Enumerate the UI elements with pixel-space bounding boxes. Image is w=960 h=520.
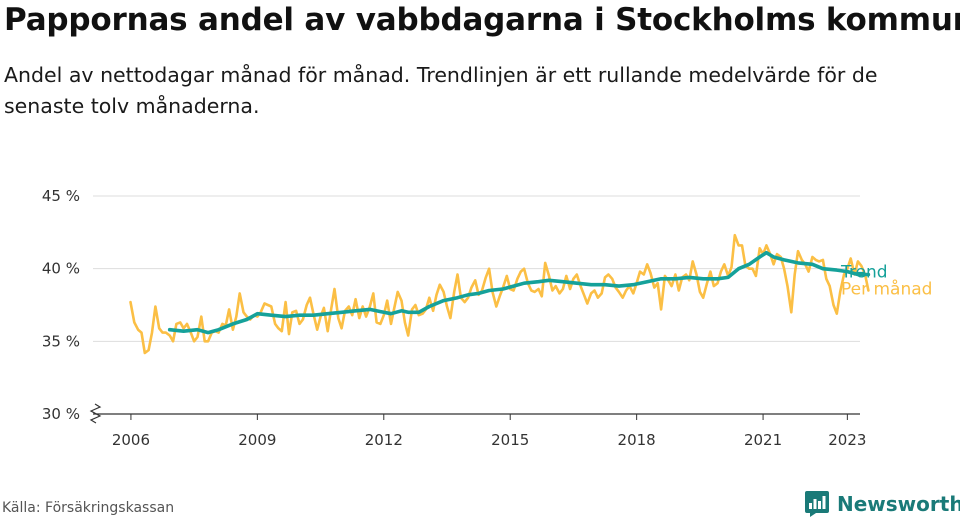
brand-name: Newsworthy — [837, 492, 960, 516]
source-note: Källa: Försäkringskassan — [2, 500, 175, 516]
x-tick-label: 2021 — [744, 431, 782, 449]
y-tick-label: 35 % — [42, 332, 80, 350]
chart-title: Pappornas andel av vabbdagarna i Stockho… — [4, 2, 960, 38]
series-lines — [129, 233, 871, 355]
x-tick-label: 2006 — [112, 431, 150, 449]
trend-line — [167, 250, 871, 335]
grid-lines — [93, 195, 860, 342]
x-tick-label: 2009 — [238, 431, 276, 449]
y-tick-label: 45 % — [42, 187, 80, 205]
newsworthy-bar-chart-icon — [805, 491, 829, 517]
x-tick-label: 2015 — [491, 431, 529, 449]
x-tick-label: 2023 — [828, 431, 866, 449]
brand-logo[interactable]: Newsworthy — [804, 490, 960, 518]
x-tick-label: 2012 — [365, 431, 403, 449]
axis-break-icon — [89, 403, 102, 424]
chart-subtitle: Andel av nettodagar månad för månad. Tre… — [4, 63, 878, 118]
legend-label-trend: Trend — [840, 262, 888, 282]
legend-label-monthly: Per månad — [841, 278, 932, 299]
y-tick-label: 40 % — [42, 260, 80, 278]
x-tick-label: 2018 — [618, 431, 656, 449]
monthly-line — [129, 233, 870, 355]
y-tick-label: 30 % — [42, 405, 80, 423]
axes: 30 % 35 % 40 % 45 % 2006 2009 2012 2015 2018 2021… — [42, 187, 867, 449]
